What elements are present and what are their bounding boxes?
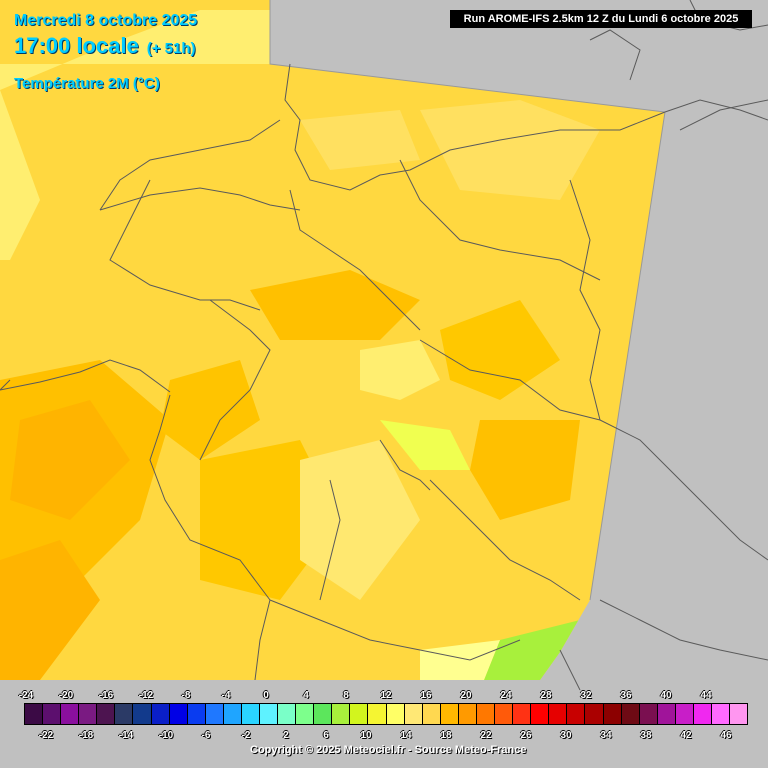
legend-swatch bbox=[296, 704, 315, 724]
legend-swatch bbox=[386, 704, 405, 724]
legend-swatch bbox=[205, 704, 224, 724]
legend-tick-label: -12 bbox=[138, 690, 154, 701]
legend-tick-label: -14 bbox=[118, 730, 134, 741]
legend-swatch bbox=[115, 704, 134, 724]
legend-swatch bbox=[639, 704, 658, 724]
legend-swatch bbox=[79, 704, 98, 724]
legend-tick-label: 0 bbox=[263, 690, 269, 701]
legend-swatch bbox=[603, 704, 622, 724]
legend-tick-label: 8 bbox=[343, 690, 349, 701]
legend-swatch bbox=[43, 704, 62, 724]
local-time: 17:00 locale bbox=[14, 33, 139, 58]
legend-swatch bbox=[495, 704, 514, 724]
legend-swatch bbox=[711, 704, 731, 724]
legend-swatch bbox=[404, 704, 423, 724]
copyright: Copyright © 2025 Meteociel.fr - Source M… bbox=[250, 744, 527, 756]
legend-swatch bbox=[675, 704, 694, 724]
legend-tick-label: -2 bbox=[241, 730, 251, 741]
legend-swatch bbox=[567, 704, 586, 724]
legend-swatch bbox=[332, 704, 351, 724]
legend-tick-label: -18 bbox=[78, 730, 94, 741]
legend-swatch bbox=[97, 704, 116, 724]
legend-swatch bbox=[241, 704, 261, 724]
legend-swatch bbox=[476, 704, 496, 724]
legend-tick-label: -16 bbox=[98, 690, 114, 701]
legend-swatch bbox=[621, 704, 640, 724]
legend-tick-label: 18 bbox=[440, 730, 452, 741]
legend-swatch bbox=[187, 704, 206, 724]
color-legend bbox=[24, 703, 748, 725]
legend-tick-label: 10 bbox=[360, 730, 372, 741]
legend-tick-label: 14 bbox=[400, 730, 412, 741]
legend-tick-label: 30 bbox=[560, 730, 572, 741]
legend-tick-label: -20 bbox=[58, 690, 74, 701]
legend-tick-label: 46 bbox=[720, 730, 732, 741]
forecast-date: Mercredi 8 octobre 2025 bbox=[14, 12, 198, 29]
legend-swatch bbox=[61, 704, 80, 724]
legend-tick-label: 34 bbox=[600, 730, 612, 741]
legend-swatch bbox=[513, 704, 532, 724]
legend-swatch bbox=[531, 704, 550, 724]
legend-swatch bbox=[657, 704, 676, 724]
legend-tick-label: 24 bbox=[500, 690, 512, 701]
legend-swatch bbox=[260, 704, 279, 724]
forecast-step: (+ 51h) bbox=[146, 40, 196, 57]
legend-tick-label: -4 bbox=[221, 690, 231, 701]
legend-tick-label: 40 bbox=[660, 690, 672, 701]
legend-swatch bbox=[440, 704, 459, 724]
variable-title: Température 2M (°C) bbox=[14, 75, 160, 92]
legend-swatch bbox=[458, 704, 477, 724]
legend-swatch bbox=[585, 704, 604, 724]
country-borders bbox=[0, 99, 768, 691]
legend-swatch bbox=[314, 704, 333, 724]
legend-tick-label: 26 bbox=[520, 730, 532, 741]
legend-swatch bbox=[151, 704, 170, 724]
legend-tick-label: 6 bbox=[323, 730, 329, 741]
legend-swatch bbox=[730, 704, 748, 724]
legend-swatch bbox=[368, 704, 387, 724]
legend-swatch bbox=[693, 704, 712, 724]
legend-tick-label: 32 bbox=[580, 690, 592, 701]
legend-tick-label: 22 bbox=[480, 730, 492, 741]
legend-tick-label: 42 bbox=[680, 730, 692, 741]
legend-swatch bbox=[25, 704, 44, 724]
forecast-time: 17:00 locale (+ 51h) bbox=[14, 33, 196, 59]
legend-swatch bbox=[549, 704, 568, 724]
legend-tick-label: 44 bbox=[700, 690, 712, 701]
legend-tick-label: 20 bbox=[460, 690, 472, 701]
legend-tick-label: -22 bbox=[38, 730, 54, 741]
legend-tick-label: -24 bbox=[18, 690, 34, 701]
legend-tick-label: 16 bbox=[420, 690, 432, 701]
legend-swatch bbox=[422, 704, 441, 724]
legend-tick-label: -6 bbox=[201, 730, 211, 741]
legend-swatch bbox=[133, 704, 152, 724]
legend-swatch bbox=[169, 704, 188, 724]
legend-swatch bbox=[223, 704, 242, 724]
legend-tick-label: 38 bbox=[640, 730, 652, 741]
legend-swatch bbox=[350, 704, 369, 724]
legend-tick-label: 2 bbox=[283, 730, 289, 741]
legend-tick-label: -10 bbox=[158, 730, 174, 741]
domain-edge bbox=[269, 0, 666, 601]
legend-tick-label: -8 bbox=[181, 690, 191, 701]
legend-tick-label: 28 bbox=[540, 690, 552, 701]
legend-tick-label: 4 bbox=[303, 690, 309, 701]
legend-tick-label: 36 bbox=[620, 690, 632, 701]
legend-tick-label: 12 bbox=[380, 690, 392, 701]
run-info: Run AROME-IFS 2.5km 12 Z du Lundi 6 octo… bbox=[450, 10, 752, 28]
legend-swatch bbox=[278, 704, 297, 724]
